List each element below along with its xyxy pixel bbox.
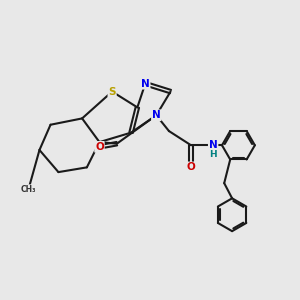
Text: CH₃: CH₃ <box>21 185 36 194</box>
Text: N: N <box>209 140 218 150</box>
Text: S: S <box>108 87 116 97</box>
Text: H: H <box>209 150 217 159</box>
Text: O: O <box>187 162 195 172</box>
Text: N: N <box>141 79 150 89</box>
Text: N: N <box>152 110 161 120</box>
Text: O: O <box>95 142 104 152</box>
